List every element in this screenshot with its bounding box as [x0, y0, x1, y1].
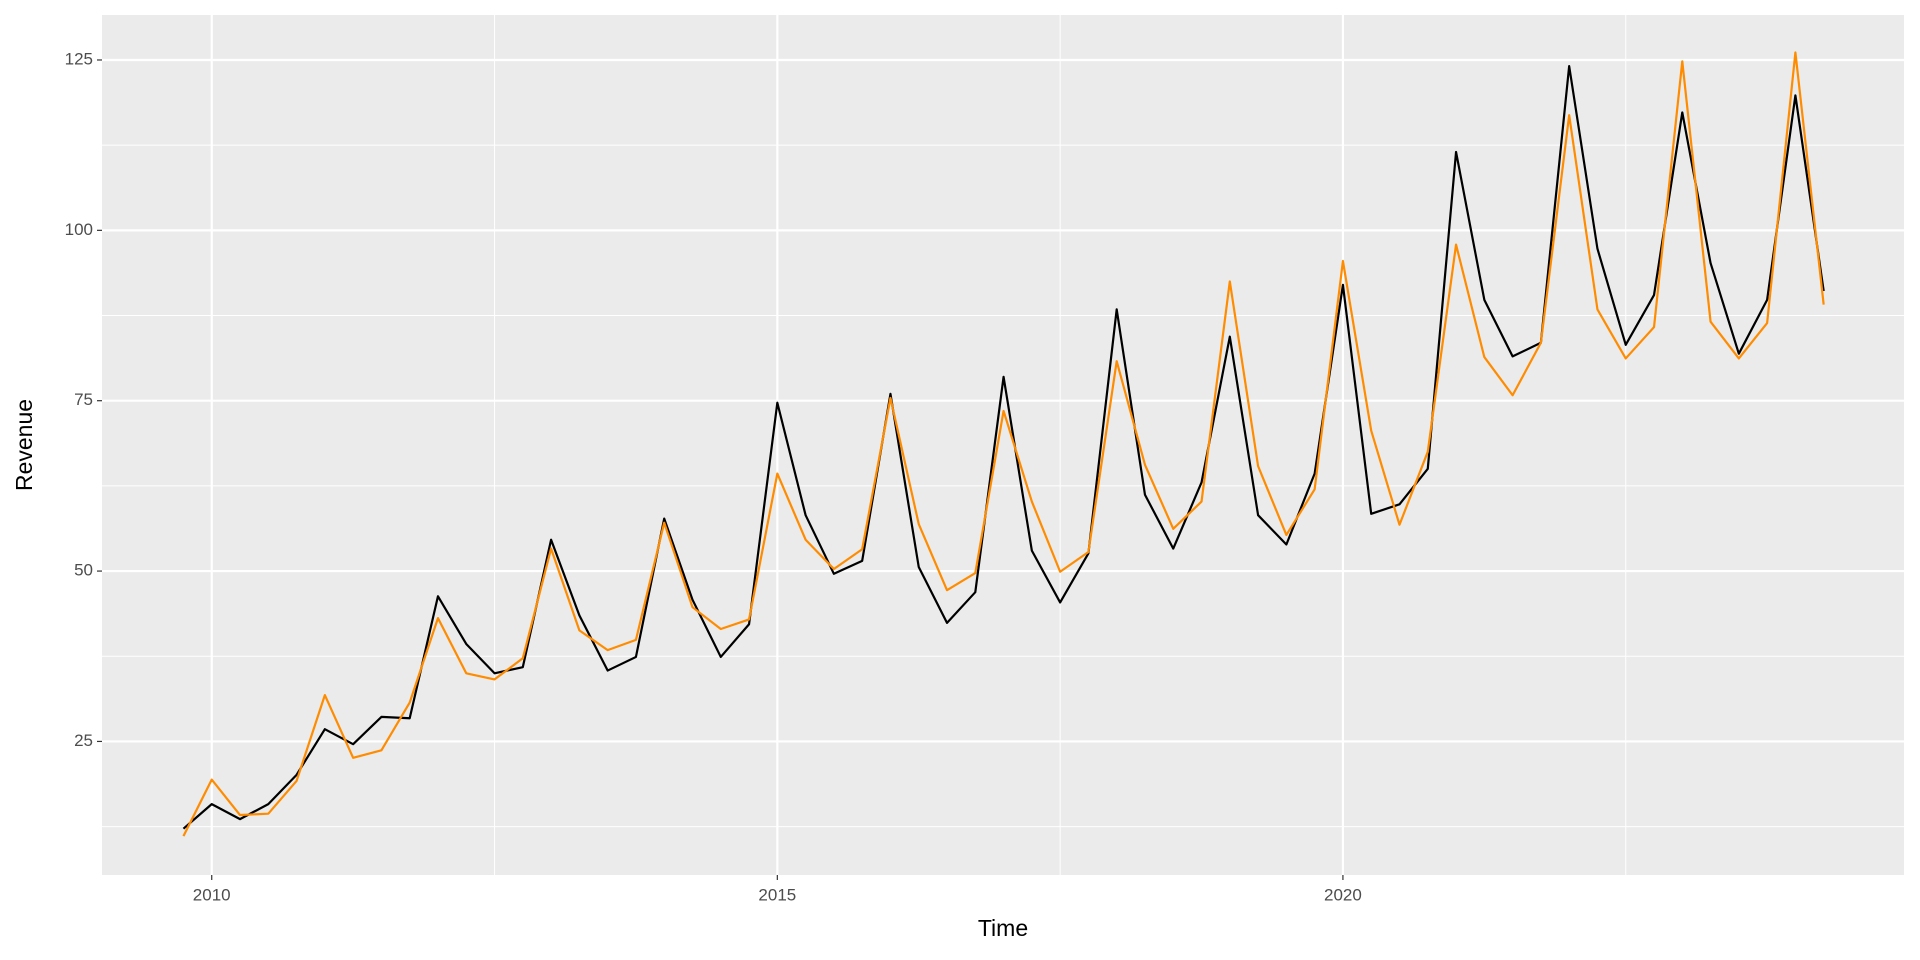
y-tick-label: 125	[65, 49, 93, 68]
y-tick-label: 75	[74, 390, 93, 409]
y-tick-label: 25	[74, 731, 93, 750]
x-axis-title: Time	[978, 915, 1028, 941]
y-tick-label: 100	[65, 220, 93, 239]
x-tick-label: 2020	[1324, 885, 1362, 904]
x-tick-label: 2015	[758, 885, 796, 904]
series-line	[182, 65, 1825, 830]
panel	[102, 15, 1904, 875]
x-tick-label: 2010	[193, 885, 231, 904]
y-tick-label: 50	[74, 561, 93, 580]
series-line	[182, 51, 1825, 837]
y-axis-title: Revenue	[11, 399, 37, 491]
